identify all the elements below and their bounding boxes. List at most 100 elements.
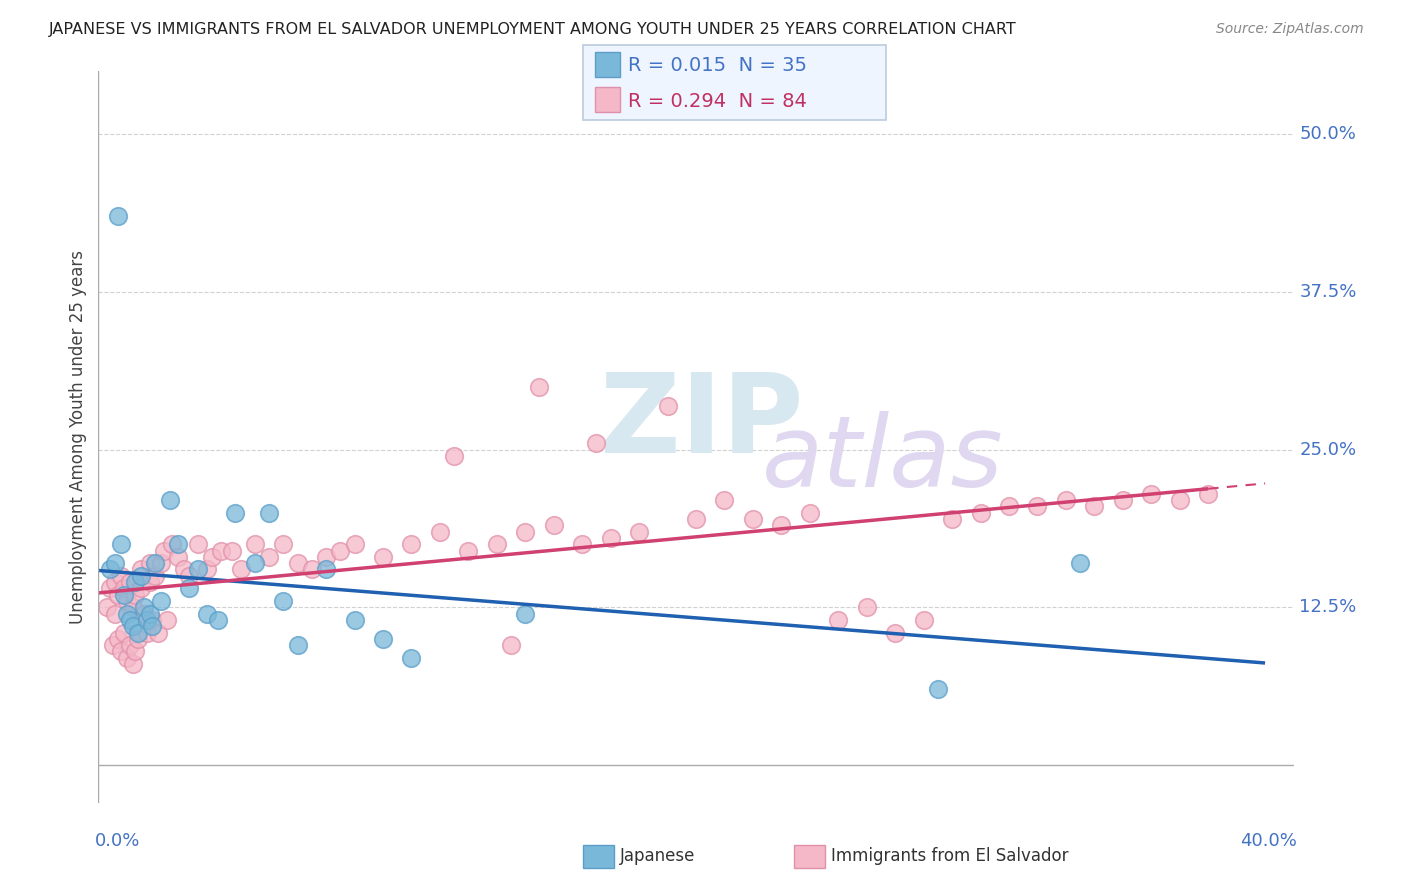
Point <box>173 562 195 576</box>
Point <box>110 537 132 551</box>
Point <box>104 556 127 570</box>
Point <box>124 588 146 602</box>
Point <box>121 619 143 633</box>
Point <box>112 588 135 602</box>
Point <box>101 638 124 652</box>
Point <box>315 549 337 564</box>
Point <box>153 543 176 558</box>
Point <box>148 625 170 640</box>
Point <box>315 562 337 576</box>
Point <box>135 613 157 627</box>
Point <box>371 632 394 646</box>
Point <box>827 613 849 627</box>
Point <box>1054 493 1077 508</box>
Point <box>167 537 190 551</box>
Point <box>112 582 135 596</box>
Point <box>104 607 127 621</box>
Point <box>195 607 218 621</box>
Point <box>115 607 138 621</box>
Point <box>371 549 394 564</box>
Text: R = 0.015  N = 35: R = 0.015 N = 35 <box>628 56 807 75</box>
Point <box>129 562 152 576</box>
Point <box>187 537 209 551</box>
Point <box>628 524 651 539</box>
Point <box>543 518 565 533</box>
Point <box>127 632 149 646</box>
Point <box>124 575 146 590</box>
Point <box>257 549 280 564</box>
Text: atlas: atlas <box>762 410 1004 508</box>
Point <box>115 594 138 608</box>
Point <box>115 650 138 665</box>
Text: 25.0%: 25.0% <box>1299 441 1357 458</box>
Point <box>485 537 508 551</box>
Point <box>104 575 127 590</box>
Point <box>927 682 949 697</box>
Point <box>941 512 963 526</box>
Point <box>98 582 121 596</box>
Point <box>1069 556 1091 570</box>
Text: R = 0.294  N = 84: R = 0.294 N = 84 <box>628 92 807 111</box>
Point <box>515 607 537 621</box>
Point <box>143 569 166 583</box>
Point <box>401 650 423 665</box>
Point <box>685 512 707 526</box>
Point <box>657 399 679 413</box>
Y-axis label: Unemployment Among Youth under 25 years: Unemployment Among Youth under 25 years <box>69 250 87 624</box>
Point <box>207 613 229 627</box>
Point <box>107 588 129 602</box>
Text: 50.0%: 50.0% <box>1299 126 1357 144</box>
Point <box>179 582 201 596</box>
Point <box>585 436 607 450</box>
Text: Japanese: Japanese <box>620 847 696 865</box>
Point <box>273 594 295 608</box>
Point <box>799 506 821 520</box>
Point <box>287 556 309 570</box>
Point <box>179 569 201 583</box>
Point <box>107 210 129 224</box>
Point <box>229 562 252 576</box>
Point <box>912 613 935 627</box>
Point <box>150 556 173 570</box>
Point <box>135 625 157 640</box>
Point <box>156 613 179 627</box>
Point <box>770 518 793 533</box>
Point <box>855 600 877 615</box>
Point <box>224 506 246 520</box>
Point <box>1026 500 1049 514</box>
Point <box>121 600 143 615</box>
Point <box>132 600 155 615</box>
Point <box>287 638 309 652</box>
Point <box>257 506 280 520</box>
Point <box>141 613 163 627</box>
Point <box>96 600 118 615</box>
Point <box>118 638 141 652</box>
Point <box>118 575 141 590</box>
Point <box>273 537 295 551</box>
Point <box>1140 487 1163 501</box>
Point <box>201 549 224 564</box>
Point <box>429 524 451 539</box>
Text: Source: ZipAtlas.com: Source: ZipAtlas.com <box>1216 22 1364 37</box>
Point <box>329 543 352 558</box>
Point <box>209 543 232 558</box>
Point <box>129 582 152 596</box>
Point <box>159 493 181 508</box>
Point <box>138 575 160 590</box>
Point <box>529 379 551 393</box>
Point <box>243 537 266 551</box>
Text: 40.0%: 40.0% <box>1240 832 1298 850</box>
Text: 12.5%: 12.5% <box>1299 599 1357 616</box>
Point <box>343 613 366 627</box>
Text: ZIP: ZIP <box>600 369 804 476</box>
Point <box>741 512 763 526</box>
Point <box>301 562 323 576</box>
Point <box>98 562 121 576</box>
Text: JAPANESE VS IMMIGRANTS FROM EL SALVADOR UNEMPLOYMENT AMONG YOUTH UNDER 25 YEARS : JAPANESE VS IMMIGRANTS FROM EL SALVADOR … <box>49 22 1017 37</box>
Point <box>118 613 141 627</box>
Point <box>129 569 152 583</box>
Point <box>167 549 190 564</box>
Point <box>1112 493 1135 508</box>
Text: 37.5%: 37.5% <box>1299 283 1357 301</box>
Point <box>127 625 149 640</box>
